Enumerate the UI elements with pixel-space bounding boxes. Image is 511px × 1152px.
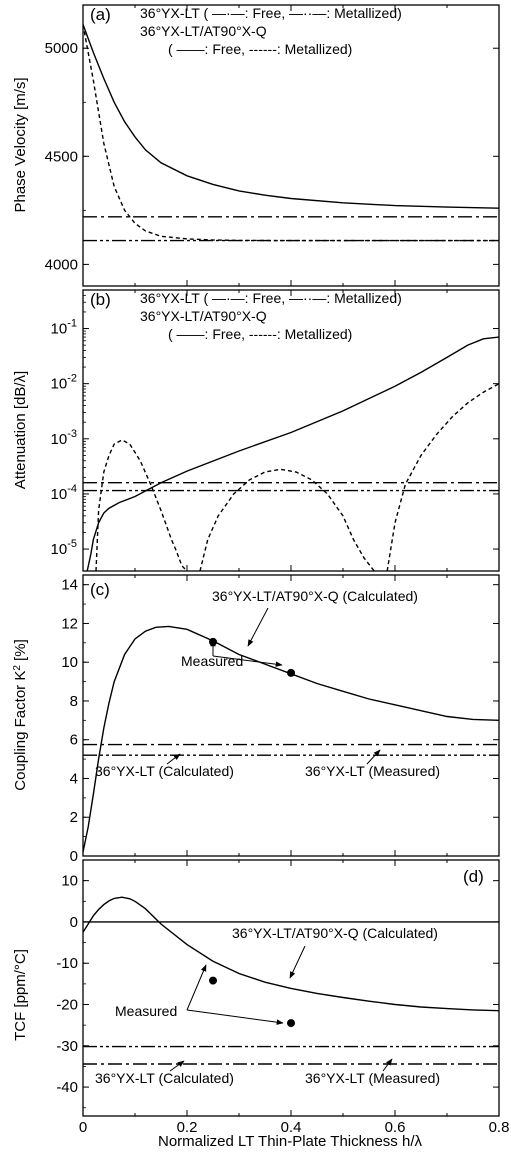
- panel-d-arrow-measured-2: [186, 1009, 284, 1025]
- x-tick-label: 0.4: [281, 1119, 302, 1136]
- panel-c-annotation-lt-calculated: 36°YX-LT (Calculated): [95, 763, 234, 779]
- measured-point: [209, 976, 217, 985]
- series-line-dashed: [199, 468, 375, 571]
- panel-c-y-ticks: 0 2 4 6 8 10 12 14: [61, 575, 500, 865]
- series-line-solid: [86, 336, 499, 571]
- panel-d-arrow-measured-1: [186, 964, 207, 1011]
- panel-d-arrow-lt-measured: [382, 1058, 393, 1072]
- y-tick-label: 12: [61, 615, 78, 632]
- panel-c-y-axis-label: Coupling Factor K2 [%]: [12, 639, 30, 790]
- series-line-solid: [83, 896, 499, 1012]
- panel-c-label: (c): [90, 580, 110, 599]
- series-line-solid: [83, 625, 499, 853]
- panel-c-frame: [82, 574, 500, 857]
- panel-d: -40 -30 -20 -10 0 10 (d) 36°YX-LT/AT90°X-Q (C…: [12, 859, 500, 1117]
- panel-c-annotation-calculated: 36°YX-LT/AT90°X-Q (Calculated): [212, 588, 418, 604]
- panel-d-arrow-calculated: [289, 945, 306, 979]
- y-tick-label: 4500: [45, 148, 78, 165]
- panel-d-y-axis-label: TCF [ppm/°C]: [12, 949, 29, 1041]
- y-tick-label: 10: [61, 654, 78, 671]
- y-tick-label: -40: [56, 1079, 78, 1096]
- panel-c-annotation-lt-measured: 36°YX-LT (Measured): [305, 763, 440, 779]
- x-axis-label: Normalized LT Thin-Plate Thickness h/λ: [158, 1133, 423, 1150]
- series-line-solid: [83, 24, 499, 209]
- superscript-2: 2: [12, 665, 23, 671]
- panel-d-annotation-lt-measured: 36°YX-LT (Measured): [305, 1070, 440, 1086]
- panel-a-y-axis-label: Phase Velocity [m/s]: [12, 77, 29, 212]
- panel-a-series: [83, 24, 499, 242]
- panel-d-annotation-lt-calculated: 36°YX-LT (Calculated): [95, 1070, 234, 1086]
- y-tick-label: 10: [61, 873, 78, 890]
- panel-d-y-ticks: -40 -30 -20 -10 0 10: [56, 859, 500, 1116]
- panel-b: 10-5 10-4 10-3 10-2 10-1 (b) 36°YX-LT ( —·—:…: [12, 289, 500, 572]
- x-axis-ticks: 0 0.2 0.4 0.6 0.8: [79, 1119, 510, 1136]
- panel-b-legend-line-3: ( ——: Free, ------: Metallized): [168, 326, 352, 342]
- panel-c-arrow-lt-measured: [366, 749, 381, 765]
- panel-c-arrow-calculated: [247, 607, 269, 647]
- panel-b-legend-line-1: 36°YX-LT ( —·—: Free, —··—: Metallized): [140, 290, 402, 306]
- panel-a-y-ticks: 4000 4500 5000: [45, 5, 500, 286]
- x-tick-label: 0: [79, 1119, 87, 1136]
- panel-a-label: (a): [90, 5, 111, 24]
- panel-a-legend-line-3: ( ——: Free, ------: Metallized): [168, 41, 352, 57]
- panel-a: 4000 4500 5000 (a) 36°YX-LT ( —·—: Free, —…: [12, 4, 500, 287]
- panel-a-legend-line-1: 36°YX-LT ( —·—: Free, —··—: Metallized): [140, 5, 402, 21]
- y-tick-label: 5000: [45, 40, 78, 57]
- panel-c-annotation-measured: Measured: [181, 653, 243, 669]
- y-tick-label: 8: [70, 693, 78, 710]
- series-line-dashed: [386, 383, 499, 571]
- panel-d-arrow-lt-calculated: [169, 1060, 185, 1072]
- panel-b-legend-line-2: 36°YX-LT/AT90°X-Q: [140, 308, 267, 324]
- measured-point: [287, 668, 295, 677]
- y-tick-label: -20: [56, 997, 78, 1014]
- x-tick-label: 0.6: [385, 1119, 406, 1136]
- y-tick-label: 10-4: [51, 483, 77, 503]
- y-tick-label: 0: [70, 914, 78, 931]
- panel-c-arrow-lt-calculated: [166, 753, 181, 765]
- y-tick-label: 10-2: [51, 373, 77, 393]
- y-tick-label: 10-1: [51, 318, 77, 338]
- y-tick-label: 6: [70, 732, 78, 749]
- panel-d-series: [83, 896, 499, 1065]
- x-tick-label: 0.8: [489, 1119, 510, 1136]
- panel-c: 0 2 4 6 8 10 12 14 (c) 36°YX-LT/AT90°X-Q (Calcu…: [12, 574, 500, 865]
- panel-b-series: [83, 336, 499, 571]
- panel-d-annotation-calculated: 36°YX-LT/AT90°X-Q (Calculated): [232, 925, 438, 941]
- y-tick-label: -30: [56, 1038, 78, 1055]
- panel-b-label: (b): [90, 290, 111, 309]
- panel-d-label: (d): [463, 867, 484, 886]
- y-tick-label: 2: [70, 809, 78, 826]
- y-tick-label: 4: [70, 770, 78, 787]
- panel-d-annotation-measured: Measured: [115, 1003, 177, 1019]
- panel-c-arrow-measured-2: [212, 655, 283, 667]
- y-tick-label: -10: [56, 955, 78, 972]
- panel-b-y-axis-label: Attenuation [dB/λ]: [12, 371, 29, 489]
- series-line-dashed: [95, 439, 188, 571]
- panel-a-legend-line-2: 36°YX-LT/AT90°X-Q: [140, 23, 267, 39]
- y-tick-label: 4000: [45, 256, 78, 273]
- y-tick-label: 10-5: [51, 538, 77, 558]
- y-tick-label: 10-3: [51, 428, 77, 448]
- y-tick-label: 0: [70, 848, 78, 865]
- measured-point: [287, 1019, 295, 1028]
- panel-c-series: [83, 625, 499, 853]
- y-tick-label: 14: [61, 577, 78, 594]
- x-tick-label: 0.2: [177, 1119, 198, 1136]
